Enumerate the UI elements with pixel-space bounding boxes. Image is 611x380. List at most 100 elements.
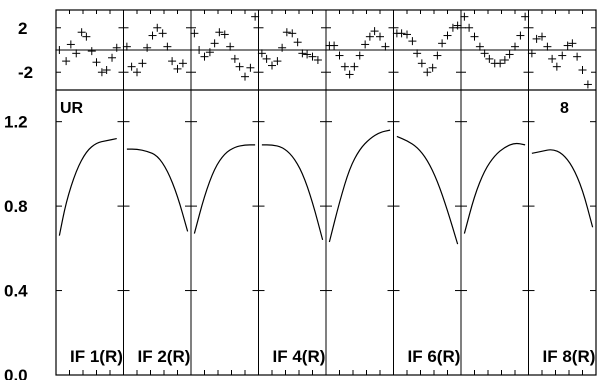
residual-point: [226, 42, 235, 51]
residual-point: [453, 21, 462, 30]
residual-point: [148, 31, 157, 40]
residual-point: [417, 59, 426, 68]
amplitude-curve: [531, 149, 594, 228]
residual-point: [397, 29, 406, 38]
panel-label: IF 2(R): [138, 347, 191, 366]
residual-point: [163, 42, 172, 51]
panel-label: IF 1(R): [70, 347, 123, 366]
residual-point: [200, 52, 209, 61]
amplitude-curve: [58, 137, 117, 236]
residual-point: [355, 51, 364, 60]
residual-point: [235, 62, 244, 71]
amplitude-curve: [126, 148, 189, 232]
residual-point: [138, 59, 147, 68]
residual-point: [558, 51, 567, 60]
residual-point: [345, 70, 354, 79]
residual-point: [460, 12, 469, 21]
residual-point: [220, 30, 229, 39]
residual-point: [330, 41, 339, 50]
residual-point: [485, 54, 494, 63]
residual-point: [273, 57, 282, 66]
amplitude-curve: [463, 142, 526, 234]
residual-point: [127, 62, 136, 71]
y-tick-label: 0.4: [4, 282, 28, 301]
residual-point: [563, 41, 572, 50]
residual-point: [77, 28, 86, 37]
residual-point: [573, 52, 582, 61]
residual-point: [303, 50, 312, 59]
residual-point: [403, 30, 411, 39]
amplitude-curves: [58, 129, 594, 245]
y-tick-labels: 2 -2 1.2 0.8 0.4 0.0: [4, 19, 33, 380]
residual-point: [521, 12, 530, 21]
residual-point: [195, 46, 204, 54]
residual-point: [262, 54, 271, 63]
residual-point: [313, 56, 322, 64]
residual-point: [350, 62, 359, 71]
residual-point: [583, 80, 592, 89]
residual-point: [55, 46, 64, 54]
residual-point: [178, 59, 187, 68]
residual-point: [552, 62, 561, 71]
residual-point: [62, 57, 71, 66]
amplitude-curve: [328, 129, 391, 243]
residual-point: [268, 61, 276, 70]
residual-point: [72, 49, 81, 58]
axis-ticks: [56, 10, 596, 376]
residual-point: [278, 43, 287, 52]
panel-label: IF 6(R): [408, 347, 461, 366]
residual-point: [370, 27, 379, 36]
residual-point: [112, 43, 121, 52]
residual-point: [108, 53, 117, 62]
residual-point: [361, 40, 370, 49]
y-tick-label: 0.8: [4, 197, 28, 216]
residual-point: [282, 28, 291, 37]
y-tick-label: 0.0: [4, 366, 28, 380]
residual-point: [423, 68, 432, 77]
panel-label: IF 8(R): [543, 347, 596, 366]
residual-point: [538, 32, 546, 41]
residual-points: [55, 12, 592, 89]
residual-point: [168, 57, 177, 66]
residual-point: [470, 32, 479, 41]
residual-point: [205, 48, 214, 57]
residual-point: [97, 68, 106, 77]
residual-point: [548, 54, 557, 63]
amplitude-curve: [261, 144, 324, 241]
residual-point: [465, 23, 474, 32]
residual-point: [532, 34, 541, 43]
residual-point: [241, 72, 249, 81]
residual-point: [190, 29, 199, 38]
residual-point: [516, 31, 525, 40]
residual-point: [66, 40, 75, 49]
residual-point: [308, 52, 317, 61]
residual-point: [433, 51, 442, 60]
residual-point: [335, 51, 344, 60]
residual-point: [215, 28, 224, 37]
residual-point: [527, 49, 536, 58]
residual-point: [480, 49, 489, 58]
corner-number: 8: [560, 100, 569, 117]
residual-point: [122, 42, 131, 51]
residual-point: [153, 23, 162, 32]
residual-point: [251, 12, 260, 21]
panel-label: IF 4(R): [273, 347, 326, 366]
residual-point: [496, 59, 505, 68]
station-label: UR: [60, 100, 84, 117]
residual-point: [413, 49, 422, 58]
residual-point: [133, 68, 141, 77]
residual-point: [475, 42, 484, 51]
residual-point: [365, 32, 374, 41]
residual-point: [448, 23, 457, 32]
residual-point: [143, 43, 152, 52]
y-tick-label: 1.2: [4, 113, 28, 132]
y-tick-label: 2: [18, 19, 27, 38]
residual-point: [288, 29, 297, 38]
residual-point: [82, 32, 91, 41]
residual-point: [438, 39, 447, 48]
residual-point: [376, 32, 384, 41]
residual-point: [408, 37, 417, 46]
residual-point: [293, 38, 302, 47]
residual-point: [173, 64, 182, 73]
